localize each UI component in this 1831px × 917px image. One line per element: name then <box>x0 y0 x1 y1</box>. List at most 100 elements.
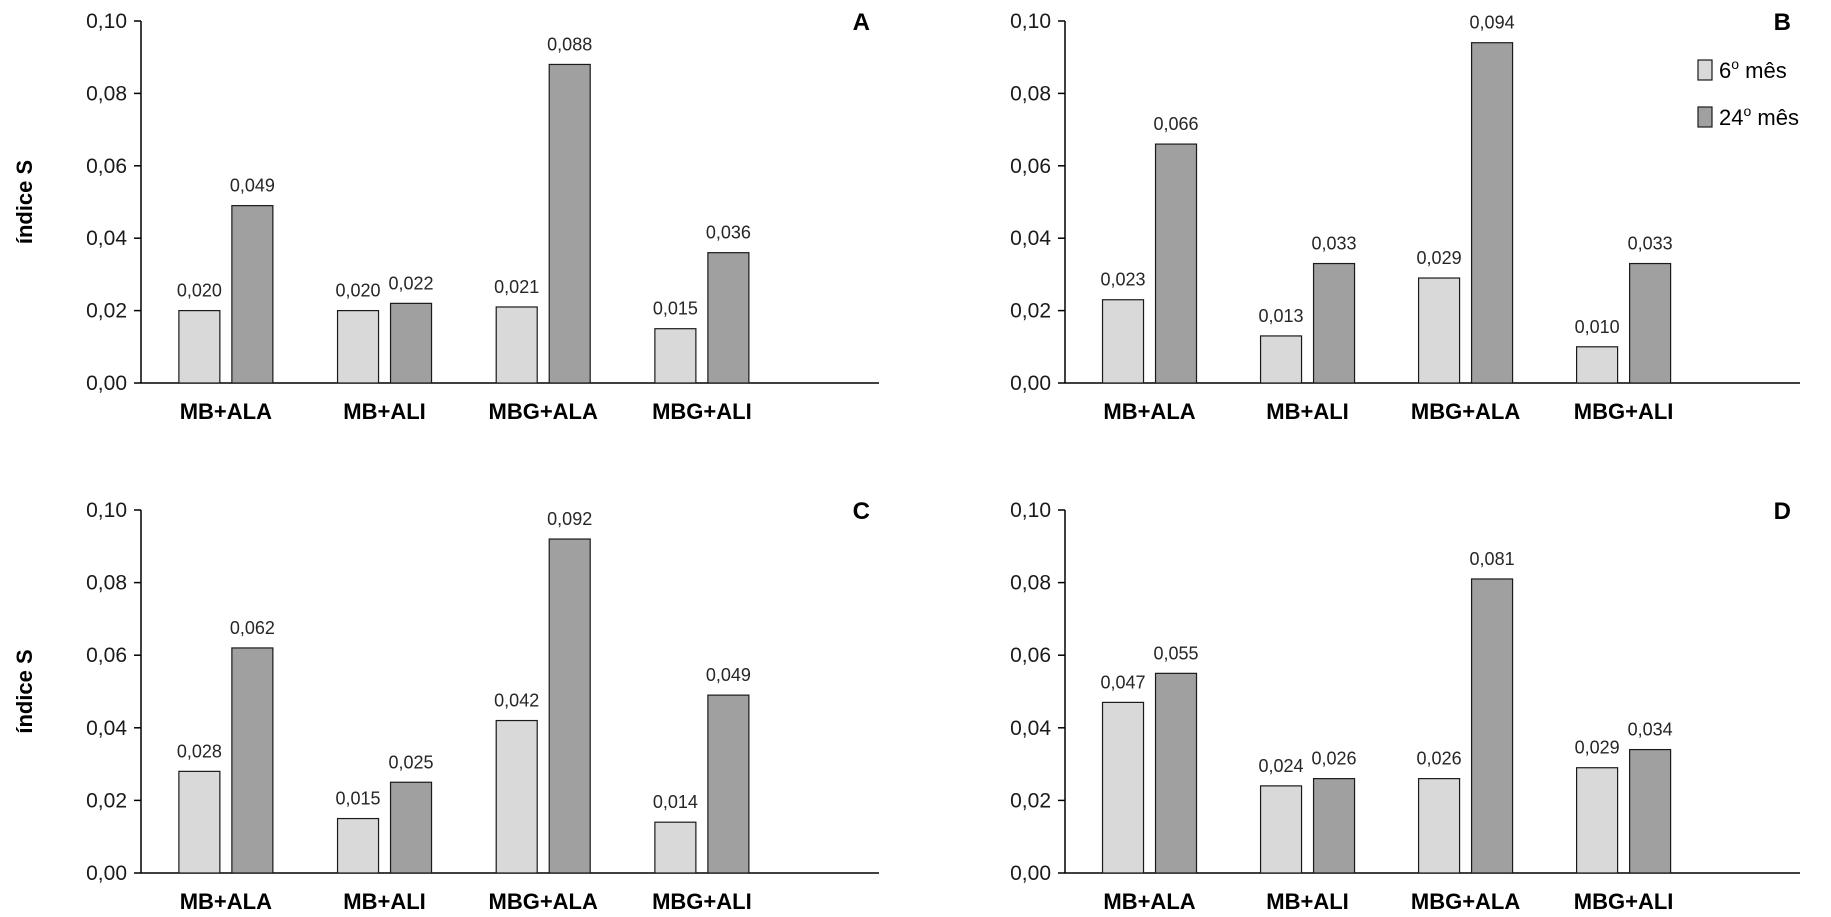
bar-24-mes <box>1628 262 1672 384</box>
data-label: 0,028 <box>177 741 222 761</box>
y-tick-label: 0,04 <box>86 227 127 250</box>
data-label: 0,023 <box>1101 270 1146 290</box>
category-label: MB+ALI <box>343 399 426 424</box>
bar-24-mes <box>1470 578 1514 874</box>
y-tick-label: 0,00 <box>86 862 127 885</box>
bar-24-mes <box>548 63 591 384</box>
bar-6-mes <box>495 306 538 384</box>
bar-6-mes <box>1575 767 1619 874</box>
data-label: 0,033 <box>1312 234 1357 254</box>
y-axis-label: índice S <box>12 649 37 733</box>
bar-6-mes <box>1101 701 1145 874</box>
bar-24-mes <box>1154 672 1198 874</box>
y-tick-label: 0,02 <box>1010 300 1051 323</box>
y-tick-label: 0,04 <box>1010 717 1051 740</box>
bar-6-mes <box>654 821 697 874</box>
y-tick-label: 0,08 <box>1010 82 1051 105</box>
bar-24-mes <box>1470 42 1514 384</box>
y-tick-label: 0,10 <box>1010 499 1051 522</box>
y-tick-label: 0,02 <box>86 789 127 812</box>
legend-entry: 6o mês <box>1719 56 1787 83</box>
bar-24-mes <box>1154 143 1198 384</box>
category-label: MB+ALA <box>1103 399 1195 424</box>
data-label: 0,066 <box>1154 114 1199 134</box>
category-label: MB+ALA <box>1103 889 1195 914</box>
bar-6-mes <box>178 310 221 384</box>
y-tick-label: 0,02 <box>1010 789 1051 812</box>
chart-panel-d: 0,00 0,02 0,04 0,06 0,08 0,10 D 0,047 0,055 MB+AL… <box>1010 498 1800 914</box>
y-axis-label: índice S <box>12 160 37 244</box>
data-label: 0,042 <box>494 691 539 711</box>
data-label: 0,062 <box>230 618 275 638</box>
data-label: 0,033 <box>1628 234 1673 254</box>
y-tick-label: 0,08 <box>1010 572 1051 595</box>
data-label: 0,010 <box>1575 317 1620 337</box>
bar-6-mes <box>1259 785 1303 874</box>
y-tick-label: 0,10 <box>1010 10 1051 33</box>
data-label: 0,092 <box>547 509 592 529</box>
data-label: 0,015 <box>336 789 381 809</box>
panel-label: D <box>1774 498 1791 525</box>
y-tick-label: 0,00 <box>86 372 127 395</box>
y-tick-label: 0,04 <box>1010 227 1051 250</box>
category-label: MB+ALI <box>343 889 426 914</box>
y-tick-label: 0,06 <box>86 644 127 667</box>
category-label: MB+ALI <box>1266 399 1349 424</box>
legend-swatch <box>1697 59 1713 81</box>
y-tick-label: 0,10 <box>86 10 127 33</box>
bar-6-mes <box>1417 778 1461 874</box>
bar-24-mes <box>389 781 433 874</box>
y-tick-label: 0,00 <box>1010 372 1051 395</box>
data-label: 0,029 <box>1575 738 1620 758</box>
panel-label: B <box>1774 9 1791 36</box>
data-label: 0,013 <box>1259 306 1304 326</box>
bar-6-mes <box>336 817 380 874</box>
y-tick-label: 0,10 <box>86 499 127 522</box>
category-label: MBG+ALI <box>1574 889 1674 914</box>
category-label: MBG+ALA <box>1411 889 1521 914</box>
legend-entry: 24o mês <box>1719 103 1799 130</box>
data-label: 0,020 <box>336 281 381 301</box>
data-label: 0,021 <box>494 277 539 297</box>
category-label: MB+ALI <box>1266 889 1349 914</box>
bar-24-mes <box>707 694 750 874</box>
y-tick-label: 0,02 <box>86 300 127 323</box>
category-label: MBG+ALA <box>489 889 599 914</box>
panel-label: A <box>853 9 870 36</box>
data-label: 0,025 <box>389 752 434 772</box>
data-label: 0,094 <box>1470 13 1515 33</box>
bar-6-mes <box>1575 346 1619 384</box>
bar-24-mes <box>1312 262 1356 384</box>
y-tick-label: 0,00 <box>1010 862 1051 885</box>
data-label: 0,049 <box>706 665 751 685</box>
data-label: 0,022 <box>389 273 434 293</box>
chart-panel-a: 0,00 0,02 0,04 0,06 0,08 0,10 índice S A 0,020 0,… <box>12 9 879 424</box>
y-tick-label: 0,08 <box>86 572 127 595</box>
data-label: 0,015 <box>653 299 698 319</box>
data-label: 0,024 <box>1259 756 1304 776</box>
data-label: 0,034 <box>1628 720 1673 740</box>
bar-6-mes <box>495 719 538 874</box>
y-tick-label: 0,06 <box>86 155 127 178</box>
bar-24-mes <box>231 647 274 874</box>
category-label: MBG+ALA <box>489 399 599 424</box>
data-label: 0,026 <box>1417 749 1462 769</box>
category-label: MBG+ALA <box>1411 399 1521 424</box>
category-label: MBG+ALI <box>652 399 752 424</box>
bar-6-mes <box>178 770 221 874</box>
category-label: MBG+ALI <box>652 889 752 914</box>
category-label: MB+ALA <box>180 399 272 424</box>
y-tick-label: 0,06 <box>1010 155 1051 178</box>
bar-6-mes <box>1417 277 1461 384</box>
bar-6-mes <box>1101 299 1145 384</box>
data-label: 0,020 <box>177 281 222 301</box>
y-tick-label: 0,04 <box>86 717 127 740</box>
chart-panel-c: 0,00 0,02 0,04 0,06 0,08 0,10 índice S C 0,028 0,… <box>12 498 879 914</box>
chart-panel-b: 0,00 0,02 0,04 0,06 0,08 0,10 B 0,023 0,066 MB+AL… <box>1010 9 1800 424</box>
data-label: 0,081 <box>1470 549 1515 569</box>
bar-24-mes <box>1628 748 1672 874</box>
bar-24-mes <box>548 538 591 874</box>
bar-24-mes <box>389 302 433 384</box>
category-label: MBG+ALI <box>1574 399 1674 424</box>
